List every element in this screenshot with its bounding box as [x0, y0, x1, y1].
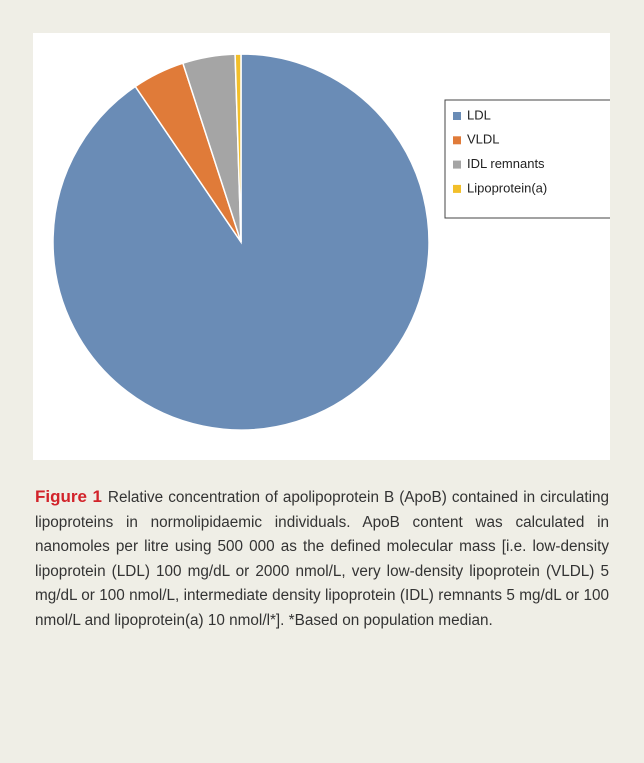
- legend-label: VLDL: [467, 132, 500, 147]
- legend-label: LDL: [467, 107, 491, 122]
- legend-label: Lipoprotein(a): [467, 180, 547, 195]
- legend-swatch: [453, 184, 461, 193]
- caption-label: Figure 1: [35, 487, 102, 506]
- figure-caption: Figure 1 Relative concentration of apolip…: [35, 485, 609, 634]
- chart: LDL VLDL IDL remnants Lipoprotein(a): [52, 53, 610, 431]
- chart-panel: LDL VLDL IDL remnants Lipoprotein(a): [33, 33, 610, 460]
- caption-text: Relative concentration of apolipoprotein…: [35, 489, 609, 629]
- legend-label: IDL remnants: [467, 156, 545, 171]
- legend-swatch: [453, 160, 461, 169]
- legend-swatch: [453, 136, 461, 145]
- legend-box: [444, 99, 610, 219]
- pie-slice: [234, 53, 242, 243]
- legend-swatch: [453, 112, 461, 120]
